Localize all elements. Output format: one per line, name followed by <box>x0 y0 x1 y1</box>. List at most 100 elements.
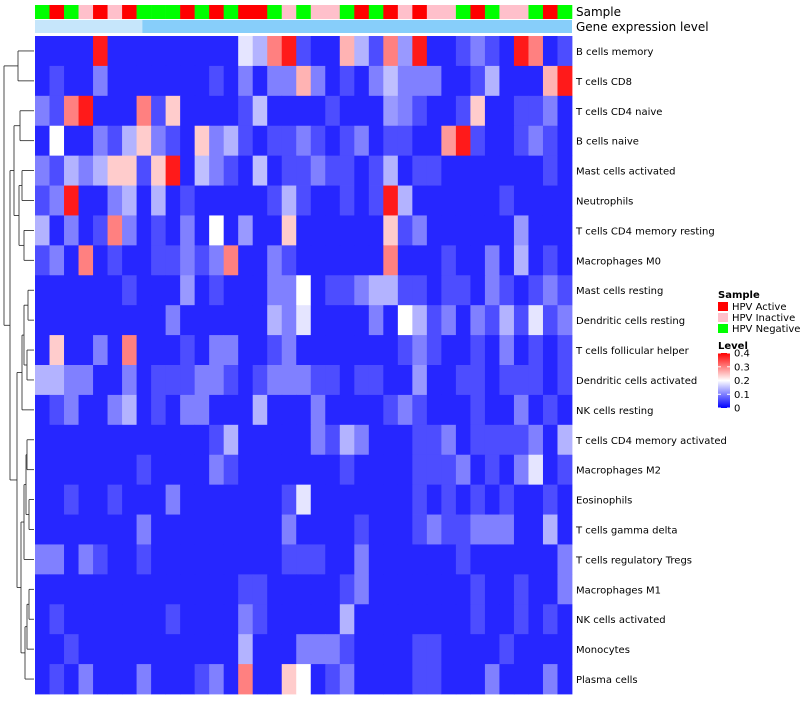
heatmap-cell <box>107 664 123 695</box>
heatmap-cell <box>49 245 65 276</box>
heatmap-cell <box>513 305 529 336</box>
heatmap-cell <box>426 394 442 426</box>
heatmap-cell <box>223 155 239 186</box>
row-label: B cells naive <box>576 137 639 148</box>
heatmap-cell <box>412 604 428 635</box>
heatmap-cell <box>455 394 471 426</box>
heatmap-cell <box>180 454 196 486</box>
heatmap-cell <box>426 574 442 605</box>
heatmap-cell <box>122 215 137 246</box>
heatmap-cell <box>49 185 65 216</box>
heatmap-cell <box>238 36 254 67</box>
heatmap-cell <box>397 215 413 246</box>
heatmap-cell <box>281 574 297 605</box>
heatmap-cell <box>252 634 268 665</box>
row-label: Mast cells activated <box>576 167 675 178</box>
heatmap-cell <box>180 245 196 276</box>
legend-entry-label: HPV Negative <box>732 324 800 335</box>
row-label: Macrophages M2 <box>576 466 661 477</box>
heatmap-cell <box>281 664 297 695</box>
heatmap-cell <box>35 95 50 127</box>
heatmap-cell <box>513 424 529 456</box>
heatmap-cell <box>93 454 108 486</box>
heatmap-cell <box>64 604 79 635</box>
sample-annotation-cell <box>426 5 442 19</box>
heatmap-cell <box>484 95 500 127</box>
heatmap-cell <box>542 245 558 276</box>
heatmap-cell <box>542 664 558 695</box>
heatmap-cell <box>455 484 471 515</box>
heatmap-cell <box>151 185 167 216</box>
heatmap-cell <box>426 604 442 635</box>
heatmap-cell <box>513 664 529 695</box>
heatmap-cell <box>383 664 399 695</box>
heatmap-cell <box>267 245 283 276</box>
heatmap-cell <box>93 245 108 276</box>
heatmap-cell <box>64 664 79 695</box>
heatmap-cell <box>209 185 225 216</box>
heatmap-cell <box>354 634 370 665</box>
heatmap-cell <box>426 155 442 186</box>
heatmap-cell <box>310 36 326 67</box>
heatmap-cell <box>209 454 225 486</box>
heatmap-cell <box>194 484 210 515</box>
row-label: Eosinophils <box>576 496 632 507</box>
heatmap-cell <box>223 544 239 575</box>
heatmap-cell <box>412 305 428 336</box>
heatmap-cell <box>426 365 442 396</box>
heatmap-cell <box>426 514 442 545</box>
heatmap-cell <box>484 514 500 545</box>
heatmap-cell <box>252 514 268 545</box>
heatmap-cell <box>267 544 283 575</box>
heatmap-cell <box>252 394 268 426</box>
sample-annotation-cell <box>513 5 529 19</box>
heatmap-cell <box>281 424 297 456</box>
heatmap-cell <box>165 394 181 426</box>
heatmap-cell <box>151 484 167 515</box>
heatmap-cell <box>49 424 65 456</box>
heatmap-cell <box>64 394 79 426</box>
heatmap-cell <box>339 335 355 366</box>
heatmap-cell <box>542 305 558 336</box>
heatmap-cell <box>165 36 181 67</box>
heatmap-cell <box>107 36 123 67</box>
heatmap-cell <box>470 484 486 515</box>
heatmap-cell <box>383 185 399 216</box>
heatmap-cell <box>325 245 341 276</box>
heatmap-cell <box>310 185 326 216</box>
heatmap-cell <box>557 65 573 97</box>
heatmap-cell <box>180 155 196 186</box>
heatmap-cell <box>528 95 544 127</box>
heatmap-cell <box>267 604 283 635</box>
heatmap-cell <box>238 65 254 97</box>
sample-annotation-cell <box>107 5 123 19</box>
heatmap-cell <box>49 305 65 336</box>
heatmap-cell <box>412 125 428 157</box>
heatmap-cell <box>542 484 558 515</box>
heatmap-cell <box>325 604 341 635</box>
heatmap-cell <box>325 305 341 336</box>
heatmap-cell <box>325 95 341 127</box>
heatmap-cell <box>513 155 529 186</box>
heatmap-cell <box>180 664 196 695</box>
heatmap-cell <box>426 245 442 276</box>
heatmap-cell <box>383 574 399 605</box>
heatmap-cell <box>107 95 123 127</box>
heatmap-cell <box>281 544 297 575</box>
heatmap-cell <box>397 574 413 605</box>
heatmap-cell <box>542 215 558 246</box>
heatmap-cell <box>194 574 210 605</box>
heatmap-cell <box>165 275 181 306</box>
heatmap-cell <box>426 125 442 157</box>
heatmap-cell <box>368 544 384 575</box>
heatmap-cell <box>513 245 529 276</box>
row-label: Plasma cells <box>576 675 638 686</box>
sample-annotation-cell <box>49 5 65 19</box>
heatmap-cell <box>93 634 108 665</box>
sample-annotation-cell <box>209 5 224 19</box>
heatmap-cell <box>209 155 225 186</box>
heatmap-cell <box>484 454 500 486</box>
heatmap-cell <box>194 604 210 635</box>
heatmap-cell <box>151 245 167 276</box>
heatmap-cell <box>339 95 355 127</box>
